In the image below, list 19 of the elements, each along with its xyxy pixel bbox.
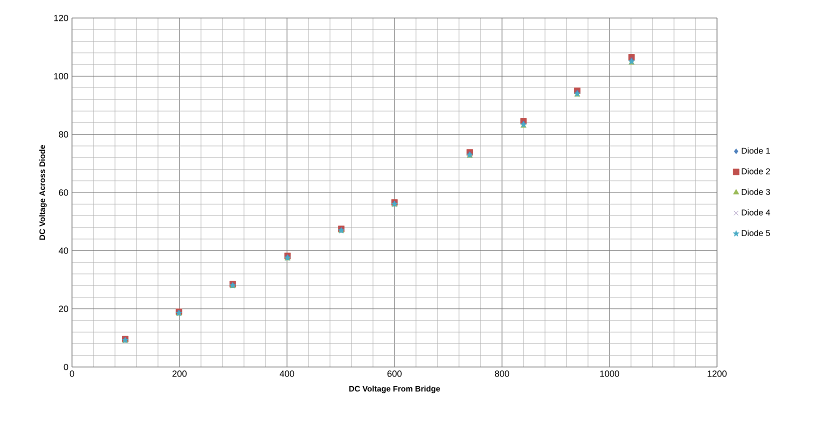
x-tick-label: 400 [280,370,294,377]
legend-label: Diode 2 [742,168,770,174]
y-tick-label: 0 [64,364,68,370]
y-tick-label: 20 [58,306,68,312]
legend-label: Diode 5 [742,230,770,236]
x-tick-label: 600 [387,370,402,377]
x-tick-label: 800 [494,370,510,377]
x-tick-label: 200 [172,370,187,377]
legend-label: Diode 4 [742,209,770,216]
y-tick-label: 80 [58,131,68,138]
y-tick-label: 60 [58,189,68,196]
x-tick-label: 1000 [600,370,620,377]
x-tick-label: 1200 [708,370,727,377]
y-tick-label: 40 [58,247,68,254]
x-tick-label: 0 [70,370,74,377]
legend-label: Diode 1 [742,148,770,154]
legend-label: Diode 3 [742,188,770,195]
y-tick-label: 100 [54,72,68,80]
y-tick-label: 120 [54,14,68,22]
